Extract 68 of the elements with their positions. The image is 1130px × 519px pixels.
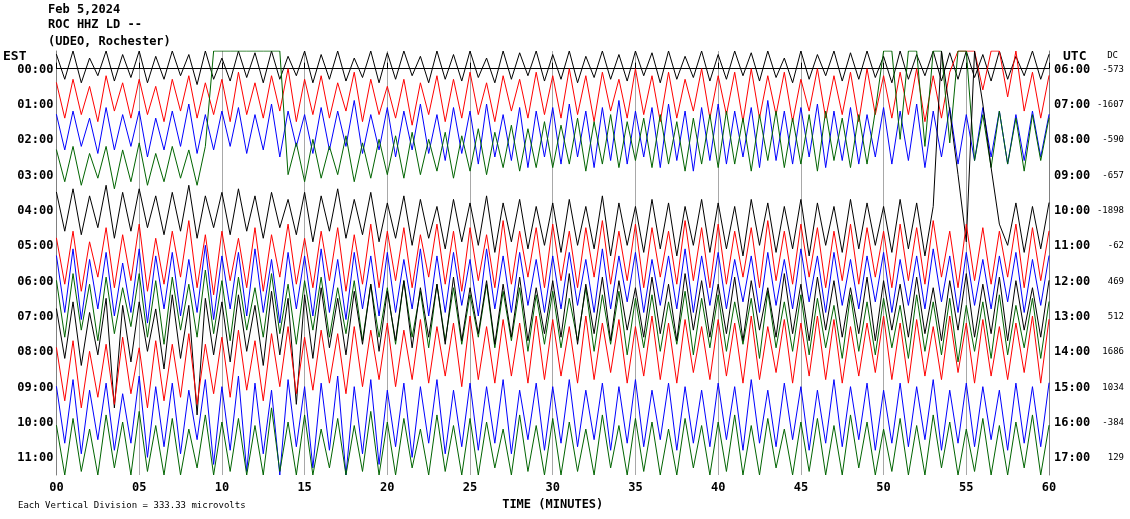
y-tick-label: 05:00 bbox=[17, 238, 54, 253]
y-tick-label: 08:00 bbox=[17, 344, 54, 359]
x-tick-label: 30 bbox=[545, 480, 560, 494]
y-tick-label: 01:00 bbox=[17, 97, 54, 111]
x-tick-label: 25 bbox=[462, 480, 478, 494]
text: 512 bbox=[1107, 311, 1124, 321]
y-tick-label: 11:00 bbox=[17, 450, 54, 465]
y2-tick-label: 08:00 bbox=[1054, 132, 1091, 147]
y-tick-label: 02:00 bbox=[17, 132, 54, 147]
line-series bbox=[55, 269, 1050, 363]
x-tick-label: 50 bbox=[876, 480, 891, 494]
y2-tick-label: 16:00 bbox=[1054, 415, 1091, 429]
text: 129 bbox=[1107, 452, 1124, 463]
text: -62 bbox=[1107, 240, 1124, 251]
line-series bbox=[55, 99, 1050, 172]
text: 469 bbox=[1107, 275, 1124, 286]
x-tick-label: 10 bbox=[214, 480, 230, 494]
x-tick-label: 60 bbox=[1041, 480, 1057, 494]
line-series bbox=[55, 220, 1050, 296]
text: -1607 bbox=[1096, 99, 1124, 109]
y2-tick-label: 11:00 bbox=[1054, 238, 1091, 253]
x-tick-label: 45 bbox=[793, 480, 809, 494]
text: -590 bbox=[1102, 134, 1124, 145]
text: DC bbox=[1107, 50, 1118, 60]
y-tick-label: 09:00 bbox=[17, 379, 54, 394]
y-tick-label: 03:00 bbox=[17, 167, 54, 182]
x-tick-label: 35 bbox=[628, 480, 643, 494]
y2-tick-label: 12:00 bbox=[1054, 273, 1091, 288]
text: 1686 bbox=[1102, 346, 1124, 357]
x-tick-label: 15 bbox=[297, 480, 312, 494]
text: -384 bbox=[1102, 417, 1124, 427]
x-tick-label: 55 bbox=[959, 480, 974, 494]
x-tick-label: 20 bbox=[380, 480, 395, 494]
y2-tick-label: 15:00 bbox=[1054, 379, 1091, 394]
y-tick-label: 10:00 bbox=[17, 415, 54, 429]
text: (UDEO, Rochester) bbox=[48, 34, 171, 48]
line-series bbox=[55, 315, 1050, 409]
y-tick-label: 00:00 bbox=[17, 61, 54, 76]
line-series bbox=[55, 244, 1050, 324]
y2-tick-label: 14:00 bbox=[1054, 344, 1091, 359]
text: -1898 bbox=[1096, 205, 1124, 215]
x-tick-label: 05 bbox=[131, 480, 147, 494]
y2-tick-label: 06:00 bbox=[1054, 61, 1091, 76]
y2-axis-title: UTC bbox=[1063, 47, 1087, 63]
x-axis-title: TIME (MINUTES) bbox=[502, 496, 604, 511]
line-series bbox=[55, 50, 1050, 126]
line-series bbox=[55, 273, 1050, 416]
x-tick-label: 00 bbox=[49, 480, 64, 494]
chart-subtitle: ROC HHZ LD -- bbox=[48, 17, 142, 31]
y-tick-label: 06:00 bbox=[17, 273, 54, 288]
y2-tick-label: 17:00 bbox=[1054, 450, 1091, 465]
y-axis-title: EST bbox=[3, 47, 27, 63]
text: 1034 bbox=[1102, 381, 1124, 392]
y-tick-label: 04:00 bbox=[17, 203, 54, 217]
line-series bbox=[55, 407, 1050, 476]
line-series bbox=[55, 50, 1050, 257]
chart-title: Feb 5,2024 bbox=[48, 2, 121, 16]
x-tick-label: 40 bbox=[710, 480, 726, 494]
y2-tick-label: 13:00 bbox=[1054, 309, 1091, 323]
y-tick-label: 07:00 bbox=[17, 309, 54, 323]
y2-tick-label: 07:00 bbox=[1054, 97, 1091, 111]
text: -657 bbox=[1102, 169, 1124, 180]
text: -573 bbox=[1102, 63, 1124, 74]
line-series bbox=[55, 375, 1050, 476]
text: Each Vertical Division = 333.33 microvolts bbox=[18, 499, 246, 510]
y2-tick-label: 09:00 bbox=[1054, 167, 1091, 182]
line-series bbox=[55, 50, 1050, 190]
y2-tick-label: 10:00 bbox=[1054, 203, 1091, 217]
